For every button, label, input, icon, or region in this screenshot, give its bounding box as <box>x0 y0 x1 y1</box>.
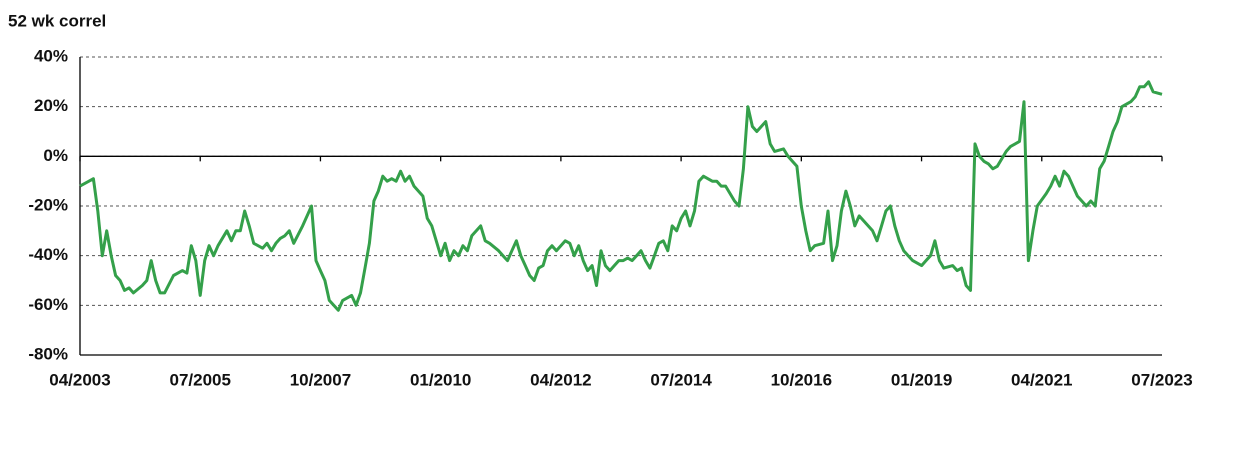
line-series <box>79 80 1163 312</box>
x-tick-label: 01/2019 <box>891 370 952 389</box>
x-tick-label: 04/2012 <box>530 370 591 389</box>
axis-title: 52 wk correl <box>8 11 106 30</box>
x-tick-label: 01/2010 <box>410 370 471 389</box>
y-tick-label: -80% <box>28 344 68 363</box>
y-tick-label: -40% <box>28 245 68 264</box>
y-tick-label: -60% <box>28 295 68 314</box>
x-tick-label: 07/2005 <box>169 370 230 389</box>
y-tick-label: -20% <box>28 195 68 214</box>
y-tick-label: 20% <box>34 96 68 115</box>
y-tick-label: 0% <box>43 146 68 165</box>
x-tick-label: 04/2003 <box>49 370 110 389</box>
x-tick-label: 07/2023 <box>1131 370 1192 389</box>
x-tick-label: 10/2007 <box>290 370 351 389</box>
x-tick-label: 10/2016 <box>771 370 832 389</box>
x-tick-label: 04/2021 <box>1011 370 1072 389</box>
x-tick-label: 07/2014 <box>650 370 712 389</box>
y-tick-label: 40% <box>34 46 68 65</box>
